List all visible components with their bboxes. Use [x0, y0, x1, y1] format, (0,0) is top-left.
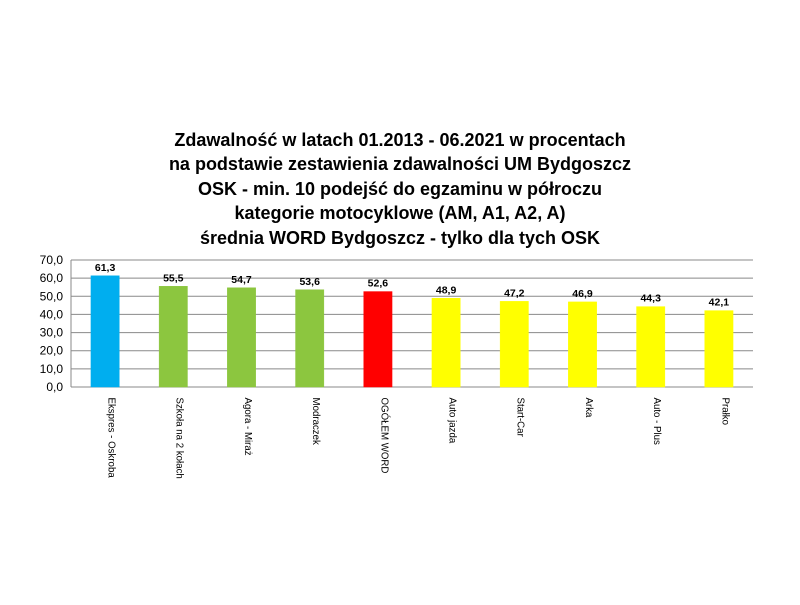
svg-text:10,0: 10,0: [40, 362, 64, 376]
svg-text:46,9: 46,9: [572, 288, 593, 300]
svg-text:30,0: 30,0: [40, 326, 64, 340]
svg-text:54,7: 54,7: [231, 274, 252, 286]
svg-text:Szkoła na 2 kołach: Szkoła na 2 kołach: [174, 398, 185, 479]
svg-text:52,6: 52,6: [368, 278, 389, 290]
svg-text:Start-Car: Start-Car: [515, 398, 526, 438]
svg-text:OGÓŁEM WORD: OGÓŁEM WORD: [378, 398, 389, 474]
svg-text:Agora - Miraż: Agora - Miraż: [242, 398, 253, 456]
svg-text:55,5: 55,5: [163, 272, 184, 284]
svg-text:47,2: 47,2: [504, 287, 525, 299]
svg-text:0,0: 0,0: [46, 380, 63, 394]
svg-text:48,9: 48,9: [436, 284, 457, 296]
svg-text:53,6: 53,6: [299, 276, 320, 288]
svg-text:61,3: 61,3: [95, 262, 116, 274]
svg-text:42,1: 42,1: [709, 297, 730, 309]
svg-text:Prałko: Prałko: [719, 398, 730, 425]
svg-text:Arka: Arka: [583, 398, 594, 419]
svg-text:70,0: 70,0: [40, 253, 64, 267]
svg-text:20,0: 20,0: [40, 344, 64, 358]
svg-text:40,0: 40,0: [40, 307, 64, 321]
svg-text:50,0: 50,0: [40, 289, 64, 303]
svg-text:60,0: 60,0: [40, 271, 64, 285]
svg-text:Auto - Plus: Auto - Plus: [651, 398, 662, 446]
svg-text:Ekspres - Oskroba: Ekspres - Oskroba: [106, 398, 117, 479]
svg-text:44,3: 44,3: [640, 293, 661, 305]
svg-text:Auto jazda: Auto jazda: [447, 398, 458, 444]
svg-text:Modraczek: Modraczek: [310, 398, 321, 446]
